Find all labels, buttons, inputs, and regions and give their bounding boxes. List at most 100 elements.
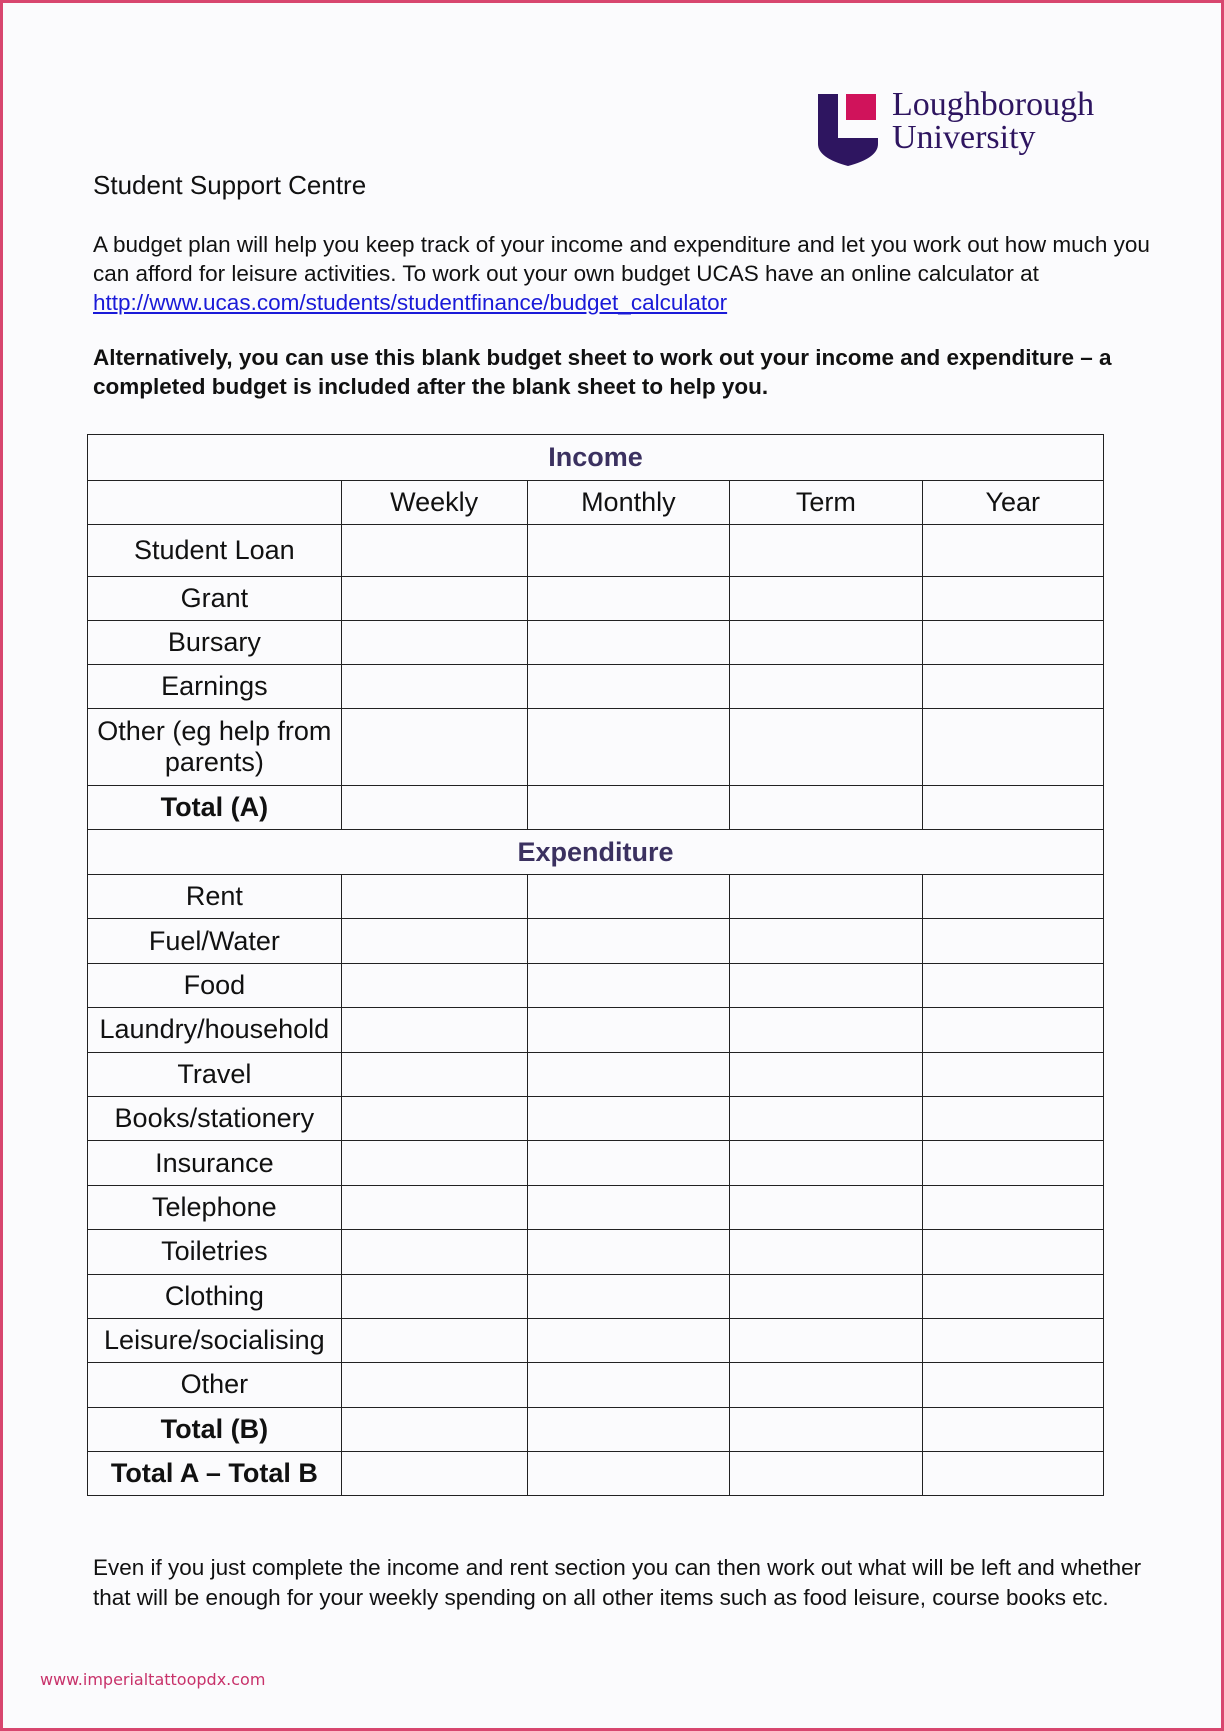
entry-cell[interactable] [340,1095,528,1142]
entry-cell[interactable] [340,524,528,577]
row-label: Insurance [87,1140,342,1186]
entry-cell[interactable] [340,873,528,920]
entry-cell[interactable] [340,785,528,830]
entry-cell[interactable] [729,1362,923,1408]
entry-cell[interactable] [526,918,731,964]
table-row: Total (B) [87,1406,1105,1453]
entry-cell[interactable] [921,1007,1105,1053]
entry-cell[interactable] [729,576,923,621]
entry-cell[interactable] [340,1184,528,1231]
entry-cell[interactable] [526,524,731,577]
table-row: Grant [87,576,1105,621]
entry-cell[interactable] [921,1406,1105,1453]
entry-cell[interactable] [526,708,731,786]
entry-cell[interactable] [526,1317,731,1364]
entry-cell[interactable] [921,1229,1105,1275]
entry-cell[interactable] [526,1051,731,1097]
entry-cell[interactable] [729,1273,923,1319]
entry-cell[interactable] [340,1406,528,1453]
entry-cell[interactable] [340,1051,528,1097]
entry-cell[interactable] [526,962,731,1009]
entry-cell[interactable] [921,1317,1105,1364]
row-label: Student Loan [87,524,342,577]
entry-cell[interactable] [526,576,731,621]
row-label: Food [87,962,342,1009]
logo-line2: University [892,119,1036,156]
entry-cell[interactable] [526,664,731,709]
entry-cell[interactable] [729,873,923,920]
entry-cell[interactable] [729,1140,923,1186]
entry-cell[interactable] [729,1184,923,1231]
entry-cell[interactable] [921,1051,1105,1097]
entry-cell[interactable] [526,1273,731,1319]
entry-cell[interactable] [340,620,528,665]
entry-cell[interactable] [921,708,1105,786]
entry-cell[interactable] [921,1273,1105,1319]
entry-cell[interactable] [526,1095,731,1142]
entry-cell[interactable] [340,1273,528,1319]
entry-cell[interactable] [526,1451,731,1497]
entry-cell[interactable] [921,873,1105,920]
entry-cell[interactable] [526,1140,731,1186]
entry-cell[interactable] [729,1406,923,1453]
entry-cell[interactable] [729,1007,923,1053]
entry-cell[interactable] [921,1362,1105,1408]
entry-cell[interactable] [340,1362,528,1408]
entry-cell[interactable] [921,1451,1105,1497]
row-label: Total (A) [87,785,342,830]
row-label: Telephone [87,1184,342,1231]
entry-cell[interactable] [340,708,528,786]
table-row: Food [87,962,1105,1009]
entry-cell[interactable] [340,664,528,709]
expenditure-heading: Expenditure [87,829,1104,875]
entry-cell[interactable] [340,1317,528,1364]
blank-header-cell [87,480,342,525]
entry-cell[interactable] [921,962,1105,1009]
entry-cell[interactable] [921,1140,1105,1186]
entry-cell[interactable] [729,962,923,1009]
entry-cell[interactable] [526,1362,731,1408]
table-row: Travel [87,1051,1105,1097]
entry-cell[interactable] [729,664,923,709]
entry-cell[interactable] [526,620,731,665]
entry-cell[interactable] [340,962,528,1009]
entry-cell[interactable] [729,1095,923,1142]
entry-cell[interactable] [729,524,923,577]
entry-cell[interactable] [729,1317,923,1364]
entry-cell[interactable] [921,620,1105,665]
entry-cell[interactable] [729,1229,923,1275]
entry-cell[interactable] [729,1051,923,1097]
entry-cell[interactable] [729,620,923,665]
entry-cell[interactable] [921,1184,1105,1231]
entry-cell[interactable] [729,785,923,830]
entry-cell[interactable] [921,524,1105,577]
entry-cell[interactable] [526,1184,731,1231]
entry-cell[interactable] [340,1451,528,1497]
entry-cell[interactable] [729,708,923,786]
entry-cell[interactable] [729,918,923,964]
entry-cell[interactable] [729,1451,923,1497]
logo-line1: Loughborough [892,86,1095,123]
entry-cell[interactable] [340,1229,528,1275]
entry-cell[interactable] [340,1140,528,1186]
column-header-monthly: Monthly [526,480,731,525]
entry-cell[interactable] [921,664,1105,709]
entry-cell[interactable] [526,1229,731,1275]
entry-cell[interactable] [526,1406,731,1453]
table-row: Total A – Total B [87,1451,1105,1497]
entry-cell[interactable] [921,918,1105,964]
entry-cell[interactable] [526,785,731,830]
entry-cell[interactable] [340,918,528,964]
entry-cell[interactable] [921,785,1105,830]
table-row: Insurance [87,1140,1105,1186]
entry-cell[interactable] [340,576,528,621]
entry-cell[interactable] [526,873,731,920]
column-header-year: Year [921,480,1105,525]
row-label: Bursary [87,620,342,665]
entry-cell[interactable] [340,1007,528,1053]
ucas-calculator-link[interactable]: http://www.ucas.com/students/studentfina… [93,290,728,315]
table-row: Bursary [87,620,1105,665]
entry-cell[interactable] [526,1007,731,1053]
entry-cell[interactable] [921,1095,1105,1142]
entry-cell[interactable] [921,576,1105,621]
